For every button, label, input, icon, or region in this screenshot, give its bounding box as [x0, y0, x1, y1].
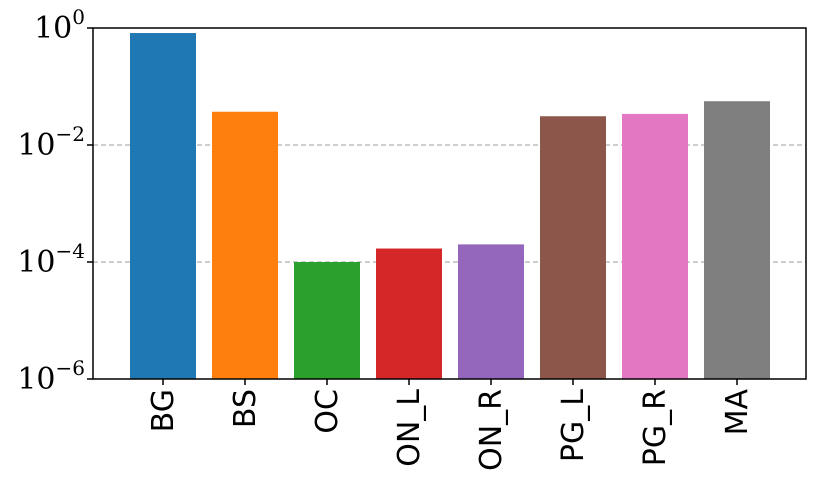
x-tick-label-pg-r: PG_R — [638, 389, 673, 466]
y-axis-ticks: 100 10−2 10−4 10−6 — [17, 5, 93, 397]
bar-on-r — [458, 244, 524, 379]
x-axis-ticks: BG BS OC ON_L ON_R PG_L PG_R MA — [146, 379, 755, 471]
bars — [130, 33, 770, 380]
y-tick-label: 10−6 — [17, 356, 85, 397]
x-tick-label-on-l: ON_L — [392, 389, 427, 467]
y-tick-label: 10−4 — [17, 239, 85, 280]
x-tick-label-ma: MA — [720, 389, 755, 436]
y-tick-label: 10−2 — [17, 122, 85, 163]
bar-bg — [130, 33, 196, 379]
y-tick-label: 100 — [34, 5, 85, 46]
bar-on-l — [376, 248, 442, 379]
bar-pg-l — [540, 116, 606, 379]
bar-oc — [294, 262, 360, 379]
bar-ma — [704, 101, 770, 379]
x-tick-label-bg: BG — [146, 389, 181, 432]
bar-bs — [212, 111, 278, 380]
x-tick-label-on-r: ON_R — [474, 389, 509, 471]
grid-lines — [93, 144, 806, 263]
x-tick-label-bs: BS — [228, 389, 263, 428]
bar-pg-r — [622, 113, 688, 380]
plot-frame — [92, 27, 807, 380]
x-tick-label-pg-l: PG_L — [556, 389, 591, 462]
x-tick-label-oc: OC — [310, 389, 345, 434]
